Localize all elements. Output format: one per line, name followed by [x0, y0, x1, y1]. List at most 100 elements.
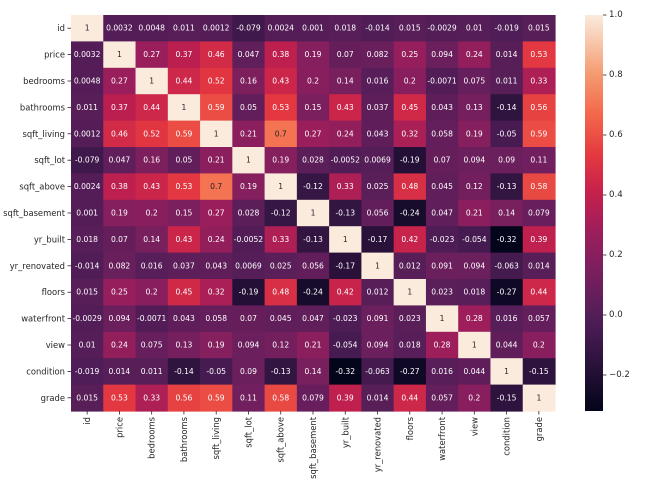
cell-value-label: 0.045 — [270, 314, 292, 323]
heatmap-cell-price-yr_built — [329, 41, 362, 69]
cell-value-label: 0.44 — [401, 393, 418, 402]
heatmap-cell-view-sqft_basement — [296, 331, 330, 359]
x-tick-label-bedrooms: bedrooms — [147, 417, 157, 459]
heatmap-cell-bedrooms-price — [103, 67, 137, 95]
cell-value-label: -0.0071 — [427, 77, 456, 86]
cell-value-label: 0.07 — [111, 235, 128, 244]
cell-value-label: 0.001 — [76, 209, 98, 218]
heatmap-cell-bedrooms-sqft_above — [264, 67, 298, 95]
heatmap-cell-sqft_basement-condition — [490, 199, 524, 227]
heatmap-cell-bedrooms-bedrooms — [135, 67, 169, 95]
heatmap-cell-sqft_living-floors — [393, 120, 427, 148]
heatmap-cell-sqft_above-sqft_living — [200, 173, 233, 201]
heatmap-cell-price-bedrooms — [135, 41, 169, 69]
heatmap-cell-bedrooms-floors — [393, 67, 427, 95]
cell-value-label: 0.014 — [109, 367, 131, 376]
heatmap-cell-id-price — [103, 15, 137, 42]
cell-value-label: 0.047 — [431, 209, 453, 218]
heatmap-cell-bedrooms-view — [458, 67, 492, 95]
heatmap-cell-floors-sqft_living — [200, 279, 233, 306]
heatmap-cell-bathrooms-price — [103, 94, 137, 122]
heatmap-cell-id-bathrooms — [167, 15, 201, 42]
cell-value-label: 0.21 — [466, 209, 483, 218]
cell-value-label: 0.15 — [305, 103, 322, 112]
heatmap-cell-yr_built-sqft_above — [264, 226, 298, 254]
heatmap-cell-yr_built-id — [71, 226, 104, 254]
cell-value-label: 0.2 — [468, 393, 480, 402]
heatmap-cell-floors-grade — [522, 279, 556, 306]
heatmap-cell-floors-sqft_above — [264, 279, 298, 306]
cell-value-label: 0.25 — [401, 50, 418, 59]
cell-value-label: 0.16 — [240, 77, 257, 86]
cell-value-label: 0.14 — [305, 367, 322, 376]
cell-value-label: 0.53 — [530, 50, 547, 59]
cell-value-label: 0.33 — [272, 235, 289, 244]
cell-value-label: 0.53 — [111, 393, 128, 402]
cell-value-label: 0.21 — [305, 341, 322, 350]
heatmap-cell-grade-bathrooms — [167, 384, 201, 412]
heatmap-cell-yr_built-waterfront — [425, 226, 459, 254]
heatmap-cell-grade-sqft_above — [264, 384, 298, 412]
heatmap-cell-view-bedrooms — [135, 331, 169, 359]
heatmap-cell-price-sqft_basement — [296, 41, 330, 69]
heatmap-cell-sqft_basement-view — [458, 199, 492, 227]
heatmap-cell-grade-sqft_lot — [232, 384, 266, 412]
heatmap-cell-condition-sqft_basement — [296, 358, 330, 386]
heatmap-cell-bathrooms-bedrooms — [135, 94, 169, 122]
heatmap-cell-condition-waterfront — [425, 358, 459, 386]
heatmap-cell-waterfront-bedrooms — [135, 305, 169, 333]
heatmap-cell-sqft_basement-yr_renovated — [361, 199, 395, 227]
heatmap-cell-waterfront-price — [103, 305, 137, 333]
cell-value-label: 0.16 — [143, 156, 160, 165]
heatmap-cell-sqft_living-sqft_basement — [296, 120, 330, 148]
heatmap-cell-sqft_above-condition — [490, 173, 524, 201]
heatmap-cell-yr_built-yr_renovated — [361, 226, 395, 254]
cell-value-label: 0.12 — [466, 182, 483, 191]
heatmap-cell-waterfront-view — [458, 305, 492, 333]
cell-value-label: 1 — [214, 129, 219, 138]
cell-value-label: 0.025 — [270, 261, 292, 270]
cell-value-label: 0.018 — [76, 235, 98, 244]
heatmap-cell-view-view — [458, 331, 492, 359]
cell-value-label: -0.24 — [400, 209, 420, 218]
heatmap-cell-floors-floors — [393, 279, 427, 306]
cell-value-label: 0.028 — [302, 156, 324, 165]
cell-value-label: 0.09 — [240, 367, 257, 376]
cell-value-label: 1 — [343, 235, 348, 244]
heatmap-cell-sqft_above-yr_renovated — [361, 173, 395, 201]
cell-value-label: -0.15 — [497, 393, 517, 402]
heatmap-cell-sqft_basement-grade — [522, 199, 556, 227]
heatmap-cell-sqft_living-bedrooms — [135, 120, 169, 148]
heatmap-cell-waterfront-sqft_lot — [232, 305, 266, 333]
cell-value-label: 0.19 — [111, 209, 128, 218]
cell-value-label: 0.37 — [175, 50, 192, 59]
heatmap-cell-sqft_basement-sqft_above — [264, 199, 298, 227]
cell-value-label: -0.0029 — [427, 24, 456, 33]
cell-value-label: -0.054 — [462, 235, 487, 244]
cell-value-label: 0.047 — [302, 314, 324, 323]
cell-value-label: 0.2 — [533, 341, 545, 350]
heatmap-cell-sqft_lot-sqft_basement — [296, 147, 330, 174]
cell-value-label: 0.0069 — [235, 261, 262, 270]
cell-value-label: -0.27 — [400, 367, 420, 376]
y-tick-label-price: price — [44, 50, 65, 60]
heatmap-cell-waterfront-id — [71, 305, 104, 333]
heatmap-cell-grade-condition — [490, 384, 524, 412]
heatmap-cell-yr_renovated-sqft_lot — [232, 252, 266, 280]
x-tick-label-id: id — [82, 417, 92, 425]
cell-value-label: 0.24 — [466, 50, 483, 59]
heatmap-cell-view-sqft_lot — [232, 331, 266, 359]
cell-value-label: 0.14 — [498, 209, 515, 218]
heatmap-cell-sqft_lot-yr_built — [329, 147, 362, 174]
cell-value-label: 0.19 — [208, 341, 225, 350]
cell-value-label: 0.023 — [399, 314, 421, 323]
heatmap-cell-bedrooms-bathrooms — [167, 67, 201, 95]
x-tick-label-sqft_basement: sqft_basement — [308, 416, 318, 479]
cell-value-label: -0.014 — [75, 261, 100, 270]
cell-value-label: 0.058 — [431, 129, 453, 138]
cell-value-label: 0.28 — [434, 341, 451, 350]
cell-value-label: 0.075 — [463, 77, 485, 86]
x-tick-label-sqft_above: sqft_above — [276, 417, 286, 463]
cell-value-label: 0.056 — [367, 209, 389, 218]
heatmap-cell-floors-bathrooms — [167, 279, 201, 306]
